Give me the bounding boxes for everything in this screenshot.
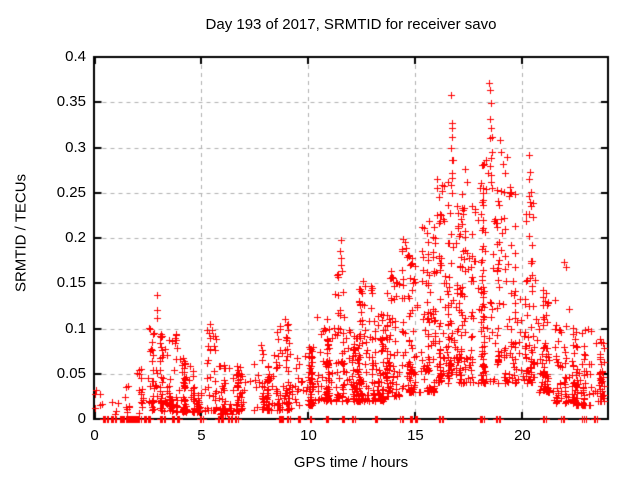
chart-title: Day 193 of 2017, SRMTID for receiver sav… [205, 16, 497, 33]
y-tick-label-0.15: 0.15 [56, 274, 86, 292]
y-tick-label-0.05: 0.05 [56, 364, 86, 382]
x-tick-label-5: 5 [197, 427, 206, 444]
y-tick-label-0: 0 [77, 410, 86, 427]
y-tick-label-0.25: 0.25 [56, 183, 86, 201]
x-tick-label-20: 20 [514, 427, 531, 444]
x-tick-label-10: 10 [300, 427, 317, 444]
y-tick-label-0.35: 0.35 [56, 93, 86, 111]
x-tick-label-15: 15 [407, 427, 424, 444]
y-tick-label-0.2: 0.2 [65, 229, 86, 246]
x-tick-label-0: 0 [90, 427, 99, 444]
y-tick-label-0.1: 0.1 [65, 319, 86, 337]
y-tick-label-0.3: 0.3 [65, 138, 86, 156]
y-tick-label-0.4: 0.4 [65, 48, 86, 65]
x-axis-label: GPS time / hours [293, 454, 409, 471]
